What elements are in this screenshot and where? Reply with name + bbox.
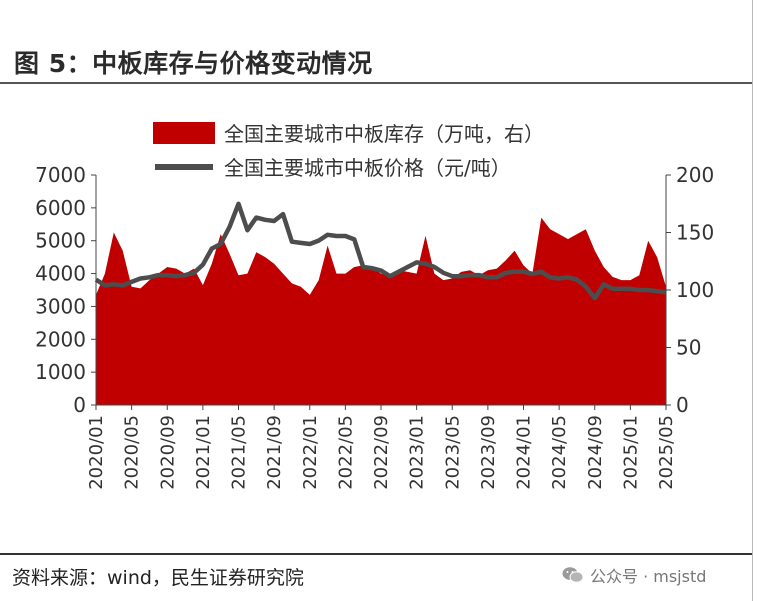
x-tick-label: 2024/01 bbox=[514, 415, 535, 490]
legend-label-inventory: 全国主要城市中板库存（万吨，右） bbox=[224, 122, 544, 146]
left-tick-label: 2000 bbox=[35, 327, 86, 351]
left-tick-label: 5000 bbox=[35, 229, 86, 253]
title-divider bbox=[0, 82, 752, 84]
x-tick-label: 2020/09 bbox=[157, 415, 178, 490]
left-tick-label: 1000 bbox=[35, 360, 86, 384]
x-tick-label: 2023/05 bbox=[442, 415, 463, 490]
x-tick-label: 2024/09 bbox=[585, 415, 606, 490]
legend-swatch-inventory bbox=[153, 122, 215, 144]
page-edge-line bbox=[752, 0, 753, 601]
left-tick-label: 4000 bbox=[35, 262, 86, 286]
inventory-area-layer bbox=[96, 217, 666, 405]
x-tick-label: 2024/05 bbox=[549, 415, 570, 490]
right-tick-label: 0 bbox=[676, 393, 689, 417]
left-tick-label: 6000 bbox=[35, 196, 86, 220]
wechat-icon bbox=[562, 567, 584, 583]
x-tick-label: 2022/09 bbox=[371, 415, 392, 490]
x-tick-label: 2021/09 bbox=[264, 415, 285, 490]
price-line bbox=[94, 201, 667, 301]
x-tick-label: 2025/05 bbox=[656, 415, 677, 490]
left-tick-label: 3000 bbox=[35, 294, 86, 318]
left-tick-label: 0 bbox=[73, 393, 86, 417]
x-tick-label: 2022/01 bbox=[300, 415, 321, 490]
legend: 全国主要城市中板库存（万吨，右） 全国主要城市中板价格（元/吨） bbox=[153, 122, 544, 180]
watermark: 公众号 · msjstd bbox=[562, 563, 706, 587]
right-tick-label: 100 bbox=[676, 278, 714, 302]
x-tick-label: 2021/01 bbox=[193, 415, 214, 490]
right-tick-label: 50 bbox=[676, 336, 701, 360]
x-tick-label: 2021/05 bbox=[229, 415, 250, 490]
watermark-text: 公众号 · msjstd bbox=[590, 567, 707, 586]
x-tick-label: 2022/05 bbox=[335, 415, 356, 490]
x-tick-label: 2023/01 bbox=[407, 415, 428, 490]
price-line-layer bbox=[94, 201, 667, 301]
right-tick-label: 200 bbox=[676, 163, 714, 187]
chart: 全国主要城市中板库存（万吨，右）全国主要城市中板价格（元/吨） 01000200… bbox=[35, 122, 714, 490]
left-tick-label: 7000 bbox=[35, 163, 86, 187]
source-note: 资料来源：wind，民生证券研究院 bbox=[12, 567, 304, 589]
right-tick-label: 150 bbox=[676, 221, 714, 245]
x-tick-label: 2025/01 bbox=[620, 415, 641, 490]
legend-label-price: 全国主要城市中板价格（元/吨） bbox=[224, 156, 511, 180]
x-tick-label: 2020/01 bbox=[86, 415, 107, 490]
figure-title: 图 5：中板库存与价格变动情况 bbox=[14, 49, 373, 78]
axes: 0 1000 2000 3000 4000 5000 6000 7000 0 50 100 150 20… bbox=[35, 163, 714, 490]
inventory-area bbox=[96, 217, 666, 405]
x-tick-label: 2020/05 bbox=[122, 415, 143, 490]
footer-divider bbox=[0, 553, 752, 555]
x-tick-label: 2023/09 bbox=[478, 415, 499, 490]
